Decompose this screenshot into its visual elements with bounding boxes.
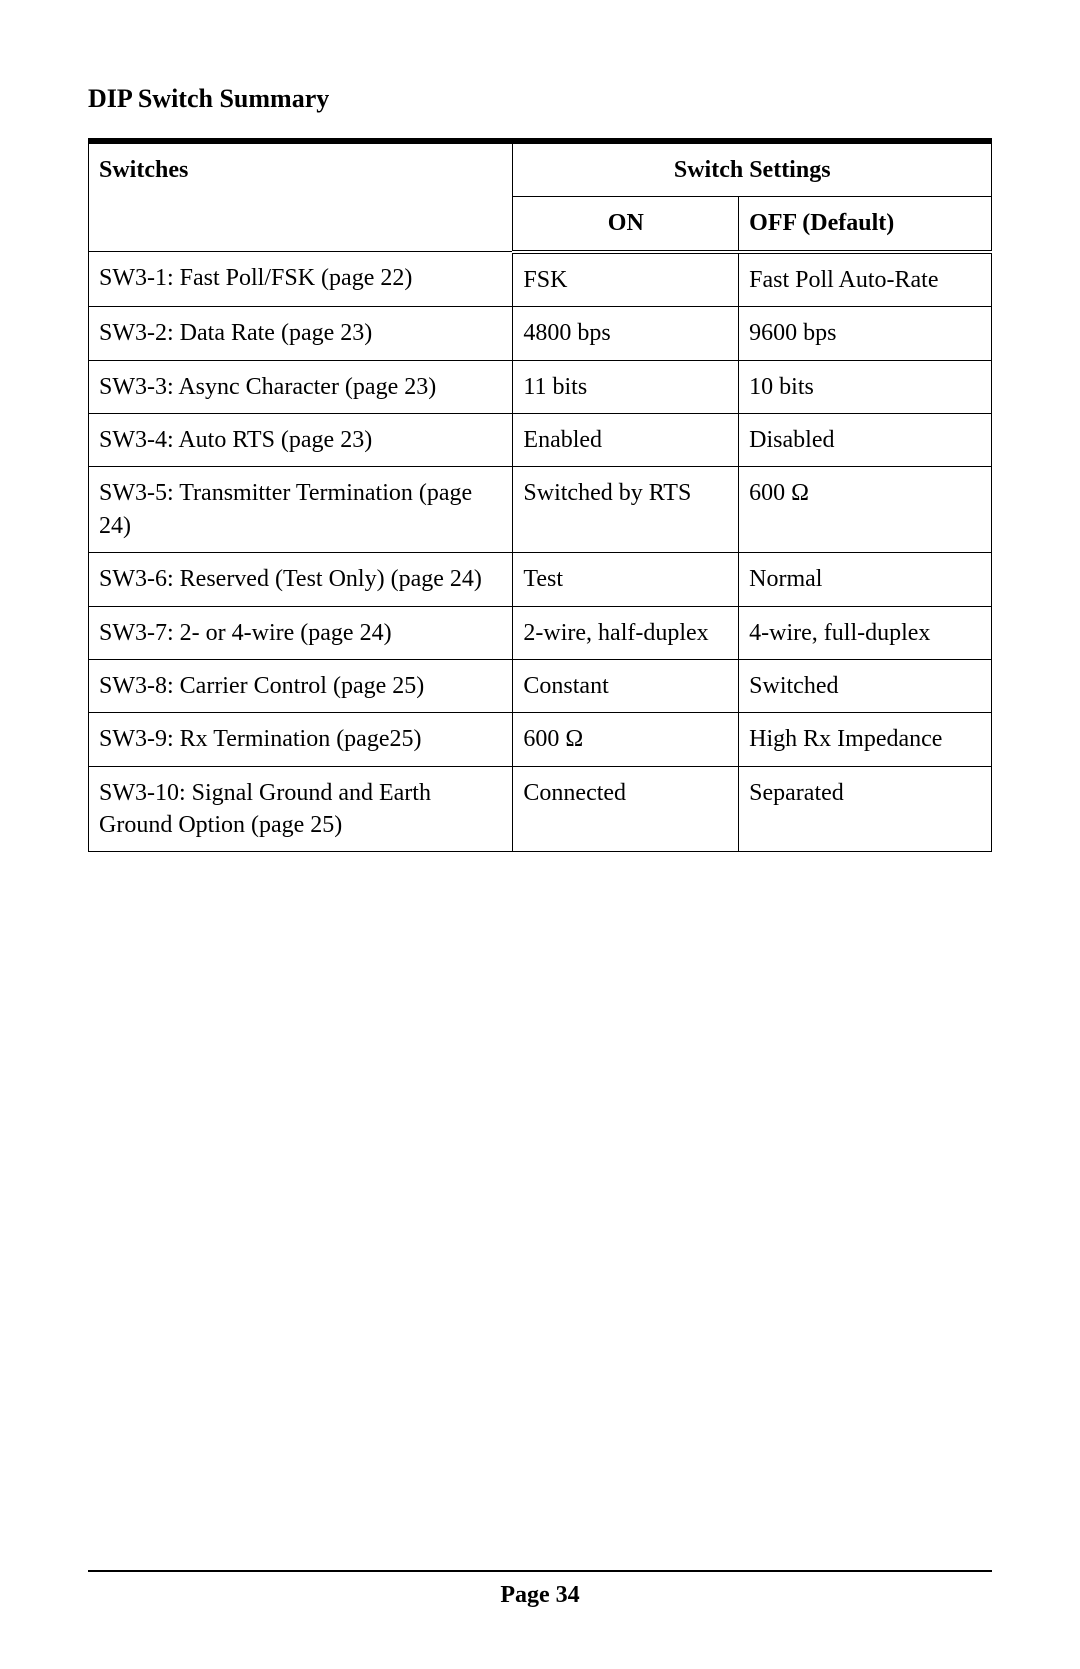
cell-off: Switched <box>739 659 992 712</box>
table-row: SW3-6: Reserved (Test Only) (page 24) Te… <box>89 553 992 606</box>
col-header-off: OFF (Default) <box>739 197 992 252</box>
cell-on: 4800 bps <box>513 307 739 360</box>
cell-on: Connected <box>513 766 739 852</box>
table-row: SW3-10: Signal Ground and Earth Ground O… <box>89 766 992 852</box>
table-row: SW3-3: Async Character (page 23) 11 bits… <box>89 360 992 413</box>
table-row: SW3-4: Auto RTS (page 23) Enabled Disabl… <box>89 413 992 466</box>
cell-off: Normal <box>739 553 992 606</box>
cell-on: Test <box>513 553 739 606</box>
cell-switch: SW3-2: Data Rate (page 23) <box>89 307 513 360</box>
cell-on: Enabled <box>513 413 739 466</box>
cell-on: 2-wire, half-duplex <box>513 606 739 659</box>
cell-on: 11 bits <box>513 360 739 413</box>
table-row: SW3-9: Rx Termination (page25) 600 Ω Hig… <box>89 713 992 766</box>
cell-switch: SW3-4: Auto RTS (page 23) <box>89 413 513 466</box>
col-header-settings: Switch Settings <box>513 141 992 197</box>
cell-off: 4-wire, full-duplex <box>739 606 992 659</box>
document-page: DIP Switch Summary Switches Switch Setti… <box>0 0 1080 1669</box>
table-row: SW3-8: Carrier Control (page 25) Constan… <box>89 659 992 712</box>
dip-switch-table: Switches Switch Settings ON OFF (Default… <box>88 138 992 852</box>
cell-off: Fast Poll Auto-Rate <box>739 252 992 307</box>
footer-rule <box>88 1570 992 1572</box>
cell-switch: SW3-8: Carrier Control (page 25) <box>89 659 513 712</box>
page-number: Page 34 <box>88 1582 992 1609</box>
table-header-row-1: Switches Switch Settings <box>89 141 992 197</box>
cell-on: 600 Ω <box>513 713 739 766</box>
cell-switch: SW3-10: Signal Ground and Earth Ground O… <box>89 766 513 852</box>
cell-on: Constant <box>513 659 739 712</box>
cell-off: Separated <box>739 766 992 852</box>
cell-off: 9600 bps <box>739 307 992 360</box>
cell-switch: SW3-1: Fast Poll/FSK (page 22) <box>89 252 513 307</box>
cell-switch: SW3-7: 2- or 4-wire (page 24) <box>89 606 513 659</box>
cell-off: Disabled <box>739 413 992 466</box>
cell-on: FSK <box>513 252 739 307</box>
table-row: SW3-7: 2- or 4-wire (page 24) 2-wire, ha… <box>89 606 992 659</box>
cell-off: 600 Ω <box>739 467 992 553</box>
col-header-on: ON <box>513 197 739 252</box>
table-row: SW3-5: Transmitter Termination (page 24)… <box>89 467 992 553</box>
page-footer: Page 34 <box>88 1570 992 1609</box>
cell-off: High Rx Impedance <box>739 713 992 766</box>
table-row: SW3-1: Fast Poll/FSK (page 22) FSK Fast … <box>89 252 992 307</box>
cell-switch: SW3-3: Async Character (page 23) <box>89 360 513 413</box>
cell-switch: SW3-5: Transmitter Termination (page 24) <box>89 467 513 553</box>
col-header-switches: Switches <box>89 141 513 252</box>
table-row: SW3-2: Data Rate (page 23) 4800 bps 9600… <box>89 307 992 360</box>
cell-on: Switched by RTS <box>513 467 739 553</box>
cell-off: 10 bits <box>739 360 992 413</box>
cell-switch: SW3-6: Reserved (Test Only) (page 24) <box>89 553 513 606</box>
cell-switch: SW3-9: Rx Termination (page25) <box>89 713 513 766</box>
section-title: DIP Switch Summary <box>88 84 992 114</box>
